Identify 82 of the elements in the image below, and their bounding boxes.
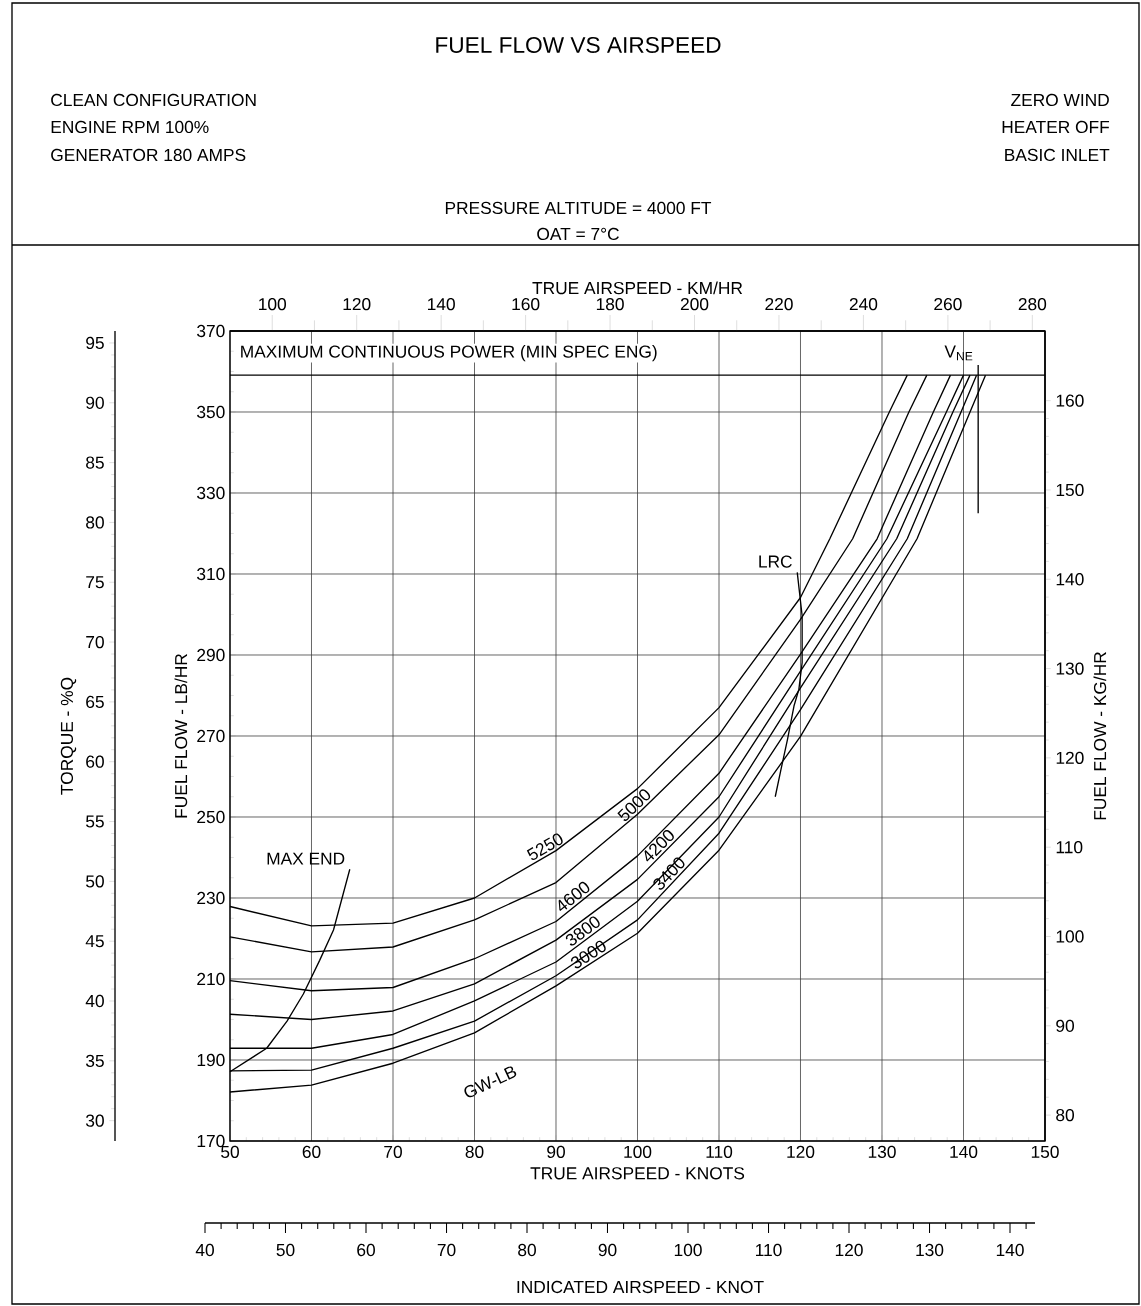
text: INDICATED AIRSPEED - KNOT [517,1280,764,1294]
y3-tick-label: 45 [85,935,104,948]
series-label: LRC [759,555,792,568]
y3-tick-label: 35 [85,1054,104,1067]
x2-tick-label: 260 [934,298,962,311]
x-tick-label: 140 [950,1145,978,1158]
x2-tick-label: 280 [1018,298,1047,311]
y3-tick-label: 55 [86,815,104,828]
text: 120 [835,1243,863,1257]
y2-tick-label: 80 [1056,1108,1075,1122]
text: 110 [756,1243,782,1257]
y-tick-label: 330 [197,486,225,500]
text: 100 [674,1243,702,1257]
y2-tick-label: 150 [1056,483,1084,497]
x-tick-label: 90 [547,1145,565,1158]
text: 40 [195,1243,214,1257]
y2-axis-title: FUEL FLOW - KG/HR [1093,652,1107,820]
text: ZERO WIND [1011,93,1109,107]
y3-tick-label: 60 [86,755,104,768]
y2-tick-label: 160 [1056,394,1084,407]
x2-axis-title: TRUE AIRSPEED - KM/HR [532,281,743,295]
text: 5250 [526,833,563,861]
x-tick-label: 120 [787,1145,815,1158]
y3-tick-label: 70 [86,635,104,649]
ref-line-label: MAXIMUM CONTINUOUS POWER (MIN SPEC ENG) [241,344,657,362]
y-tick-label: 190 [197,1053,225,1067]
y3-tick-label: 40 [85,994,104,1008]
y2-tick-label: 100 [1056,930,1084,943]
text: BASIC INLET [1005,148,1110,162]
y-tick-label: 350 [197,405,225,419]
y-axis-title: FUEL FLOW - LB/HR [174,653,188,818]
x-tick-label: 60 [302,1145,321,1158]
chart-title: FUEL FLOW VS AIRSPEED [436,36,721,54]
x-tick-label: 100 [624,1145,652,1158]
text: 140 [996,1243,1024,1257]
x2-tick-label: 140 [428,298,455,311]
text: 70 [437,1243,456,1257]
text: ENGINE RPM 100% [51,120,209,134]
text: HEATER OFF [1002,120,1110,134]
x-tick-label: 110 [706,1145,733,1158]
x2-tick-label: 200 [680,298,709,311]
text: 130 [916,1243,944,1257]
x2-tick-label: 160 [512,298,540,311]
y-tick-label: 370 [197,324,225,338]
text: GENERATOR 180 AMPS [51,148,246,162]
y-tick-label: 210 [197,972,225,986]
y2-tick-label: 130 [1056,662,1084,675]
x-tick-label: 80 [465,1145,484,1158]
y-tick-label: 230 [197,891,225,905]
y3-tick-label: 50 [86,875,104,888]
x2-tick-label: 180 [596,298,624,311]
x2-tick-label: 240 [849,298,878,311]
x2-tick-label: 100 [259,298,287,311]
text: CLEAN CONFIGURATION [51,93,256,107]
text: OAT = 7°C [537,227,619,241]
y3-tick-label: 75 [86,576,104,589]
text: 90 [598,1243,617,1257]
text: 50 [276,1243,295,1257]
x-tick-label: 150 [1031,1145,1059,1158]
y3-tick-label: 95 [86,336,104,350]
y-tick-label: 290 [197,648,225,662]
y3-tick-label: 65 [86,695,104,709]
y3-tick-label: 85 [86,456,104,469]
x2-tick-label: 220 [765,298,793,311]
y2-tick-label: 140 [1056,573,1084,586]
text: 60 [357,1243,375,1257]
y2-tick-label: 90 [1056,1019,1075,1032]
y3-tick-label: 80 [86,516,104,529]
x2-tick-label: 120 [343,298,371,311]
x-axis-title: TRUE AIRSPEED - KNOTS [530,1167,745,1180]
x-tick-label: 130 [868,1145,896,1158]
x-tick-label: 70 [384,1145,402,1158]
y2-tick-label: 120 [1056,751,1084,765]
y3-axis-title: TORQUE - %Q [60,677,77,795]
y-tick-label: 310 [197,567,225,581]
y3-tick-label: 90 [86,396,104,409]
text: 80 [518,1243,536,1257]
y-tick-label: 270 [197,729,225,743]
y-tick-label: 250 [197,810,225,824]
y2-tick-label: 110 [1056,841,1083,854]
y3-tick-label: 30 [85,1114,104,1127]
text: PRESSURE ALTITUDE = 4000 FT [445,201,712,215]
